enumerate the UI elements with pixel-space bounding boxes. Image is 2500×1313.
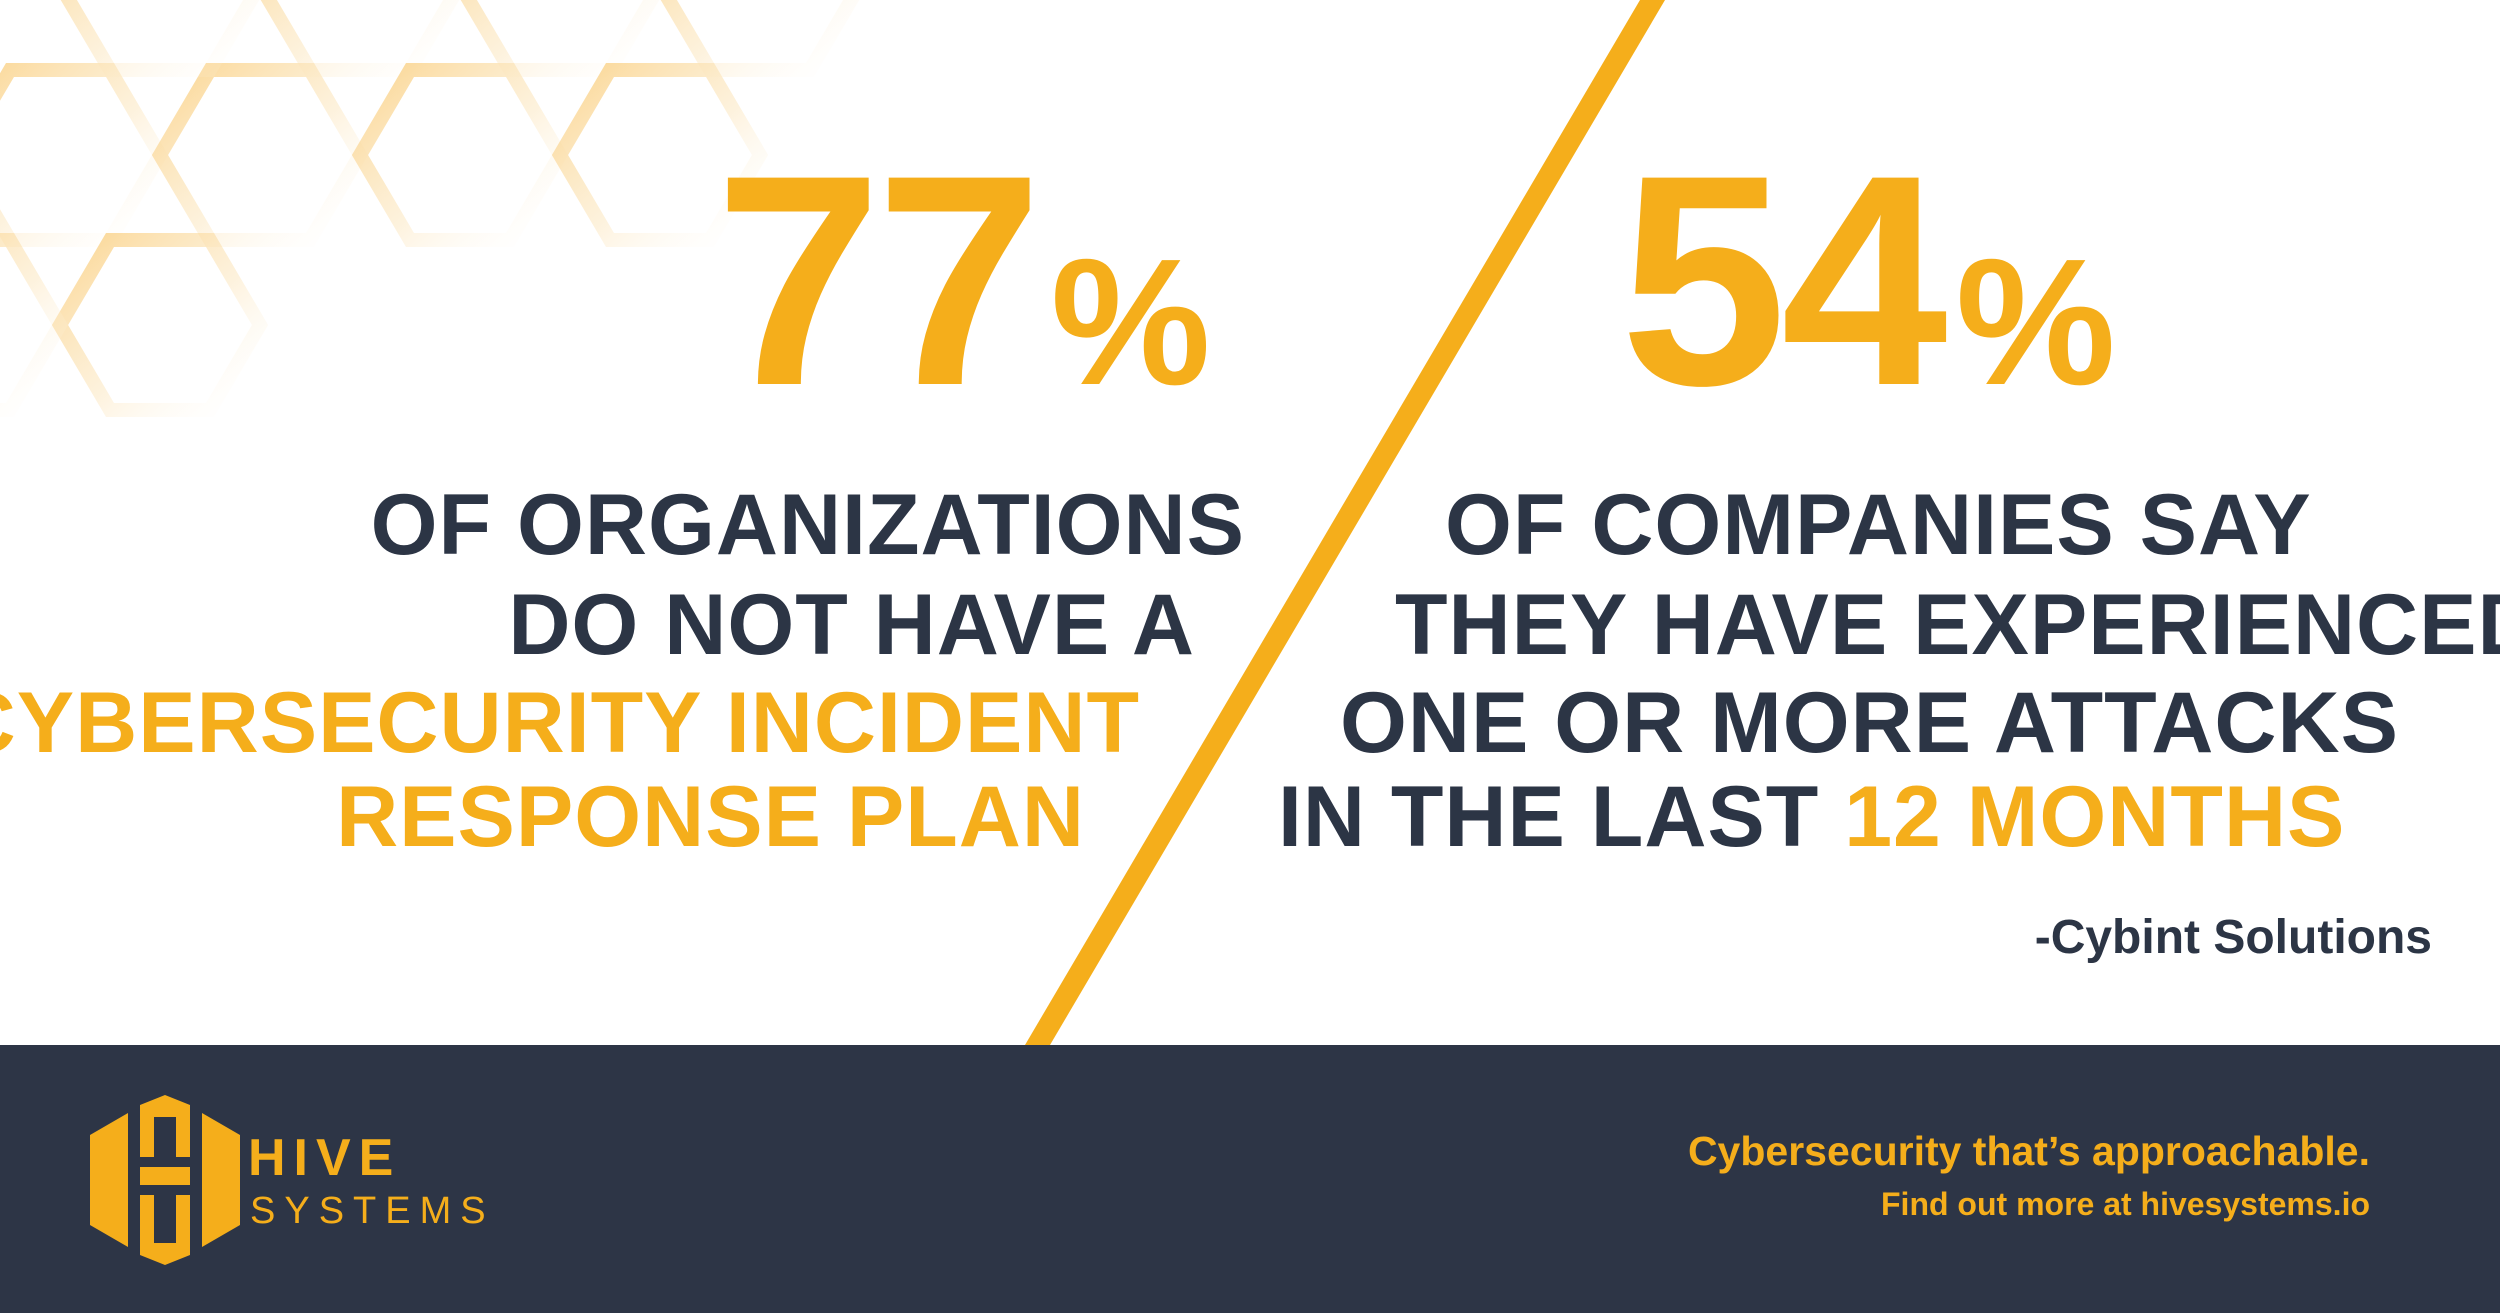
- right-stat-percent: %: [1955, 222, 2116, 423]
- left-stat-line-2: DO NOT HAVE A: [508, 577, 1195, 673]
- honeycomb-pattern-icon: [0, 0, 860, 417]
- right-stat-line-4-highlight: 12 MONTHS: [1844, 769, 2346, 865]
- left-stat-figure: 77%: [715, 130, 1211, 430]
- source-citation: -Cybint Solutions: [2034, 911, 2432, 964]
- right-stat-line-4: IN THE LAST 12 MONTHS: [1278, 774, 2345, 860]
- brand-name-line-2: SYSTEMS: [250, 1190, 495, 1232]
- right-stat-line-1: OF COMPANIES SAY: [1445, 477, 2312, 573]
- footer-tagline: Cybersecurity that’s approachable.: [1687, 1128, 2370, 1174]
- footer-website-link[interactable]: Find out more at hivesystems.io: [1881, 1186, 2370, 1222]
- left-stat-number: 77: [715, 112, 1043, 448]
- right-stat-line-2: THEY HAVE EXPERIENCED: [1395, 577, 2500, 673]
- right-stat-line-4-prefix: IN THE LAST: [1278, 769, 1845, 865]
- right-stat-number: 54: [1620, 112, 1948, 448]
- left-stat-line-1: OF ORGANIZATIONS: [370, 477, 1245, 573]
- footer-bar: [0, 1045, 2500, 1313]
- right-stat-figure: 54%: [1620, 130, 2116, 430]
- left-stat-percent: %: [1050, 222, 1211, 423]
- left-stat-line-3: CYBERSECURITY INCIDENT: [0, 675, 1140, 771]
- brand-name-line-1: HIVE: [248, 1129, 402, 1187]
- hive-logo-icon: [90, 1095, 240, 1265]
- right-stat-line-3: ONE OR MORE ATTACKS: [1340, 675, 2399, 771]
- left-stat-line-4: RESPONSE PLAN: [336, 769, 1085, 865]
